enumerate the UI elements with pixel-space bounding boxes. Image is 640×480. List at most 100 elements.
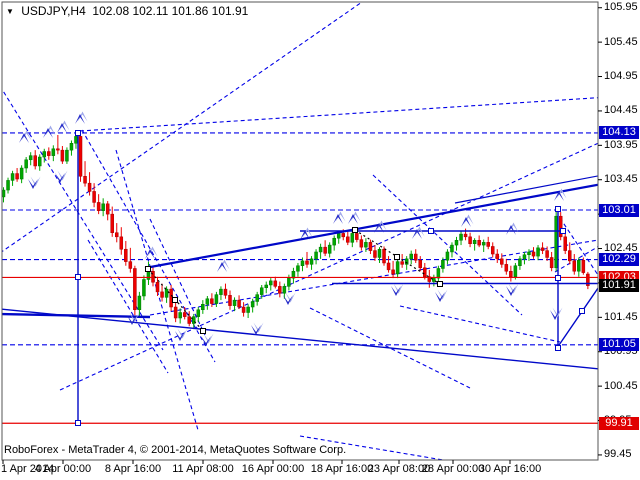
ohlc-values: 102.08 102.11 101.86 101.91 (92, 4, 249, 18)
candle-body (355, 233, 359, 240)
selection-handle[interactable] (352, 227, 358, 233)
fractal-down-shadow-icon (30, 176, 41, 187)
fractal-up-shadow-icon (414, 226, 425, 237)
candle-body (287, 277, 291, 287)
candle-body (78, 136, 83, 177)
selection-handle[interactable] (560, 228, 566, 234)
candle-body (563, 236, 567, 251)
selection-handle[interactable] (555, 206, 561, 212)
object-handles (75, 130, 585, 426)
candle-body (386, 262, 391, 271)
candle-body (504, 264, 509, 272)
fractal-up-icon (506, 225, 516, 235)
fractal-down-shadow-icon (437, 289, 448, 300)
fractal-up-shadow-icon (147, 246, 158, 257)
price-tag-101.91: 101.91 (599, 279, 639, 293)
candle-body (273, 280, 278, 287)
selection-handle[interactable] (75, 420, 81, 426)
candle-body (210, 298, 214, 304)
candle-body (577, 259, 581, 272)
candle-body (545, 250, 549, 258)
candle-body (28, 155, 33, 161)
candle-body (160, 291, 164, 298)
selection-handle[interactable] (555, 345, 561, 351)
candle-body (83, 176, 87, 184)
candle-body (115, 232, 119, 238)
candle-body (309, 258, 314, 265)
candle-body (423, 267, 427, 277)
price-tick-label: 101.45 (604, 310, 638, 323)
candle-body (264, 284, 268, 288)
candle-body (568, 250, 572, 262)
collapse-arrow-icon[interactable]: ▼ (6, 7, 14, 16)
selection-handle[interactable] (200, 328, 206, 334)
candle-body (305, 260, 309, 265)
candle-body (164, 288, 169, 298)
price-tick-label: 104.45 (604, 104, 638, 117)
candle-body (404, 258, 409, 265)
fractal-up-shadow-icon (219, 259, 230, 270)
candle-body (65, 149, 69, 162)
candle-body (413, 253, 418, 261)
price-tick-label: 105.95 (604, 1, 638, 14)
candle-body (522, 254, 527, 260)
time-tick-label: 11 Apr 08:00 (172, 463, 234, 475)
candle-body (409, 253, 413, 260)
candle-body (377, 248, 382, 258)
selection-handle[interactable] (437, 281, 443, 287)
time-tick-label: 23 Apr 08:00 (367, 463, 431, 475)
candle-body (481, 242, 486, 246)
candle-body (450, 244, 454, 253)
fractal-up-shadow-icon (59, 120, 70, 131)
price-tag-99.91: 99.91 (599, 416, 639, 430)
candle-body (554, 215, 558, 269)
candle-body (518, 258, 522, 266)
fractal-up-shadow-icon (77, 111, 88, 122)
candle-body (427, 276, 432, 282)
candle-body (436, 268, 441, 279)
candle-body (495, 253, 500, 260)
selection-handle[interactable] (172, 297, 178, 303)
price-tick-label: 104.95 (604, 70, 638, 83)
selection-handle[interactable] (394, 254, 400, 260)
fractal-up-shadow-icon (45, 125, 56, 136)
candle-body (214, 294, 219, 304)
price-tag-104.13: 104.13 (599, 126, 639, 140)
candle-body (468, 236, 472, 244)
candle-body (558, 215, 563, 238)
candle-body (51, 148, 56, 156)
selection-handle[interactable] (75, 130, 81, 136)
fractal-down-icon (391, 286, 401, 296)
candle-body (432, 277, 436, 282)
candle-body (581, 259, 586, 273)
fractal-down-icon (506, 286, 516, 296)
candle-body (142, 279, 146, 297)
candle-body (359, 239, 364, 248)
candle-body (477, 240, 481, 246)
fractal-down-shadow-icon (393, 283, 404, 294)
candle-body (373, 250, 377, 258)
candle-body (119, 236, 124, 250)
candle-body (282, 286, 287, 294)
candle-body (486, 242, 490, 247)
time-tick-label: 28 Apr 00:00 (421, 463, 485, 475)
candle-body (74, 136, 78, 144)
fractal-down-icon (201, 336, 211, 346)
fractal-arrows (19, 111, 567, 346)
candle-body (6, 180, 10, 191)
price-tick-label: 105.45 (604, 35, 638, 48)
selection-handle[interactable] (75, 274, 81, 280)
fractal-up-icon (300, 230, 310, 240)
fractal-down-shadow-icon (285, 292, 296, 303)
selection-handle[interactable] (428, 228, 434, 234)
selection-handle[interactable] (555, 275, 561, 281)
fractal-up-icon (348, 214, 358, 224)
fractal-down-shadow-icon (203, 333, 214, 344)
candle-body (219, 288, 223, 295)
fractal-down-icon (283, 295, 293, 305)
selection-handle[interactable] (579, 308, 585, 314)
selection-handle[interactable] (145, 266, 151, 272)
candle-body (527, 251, 531, 255)
candle-body (56, 148, 60, 151)
